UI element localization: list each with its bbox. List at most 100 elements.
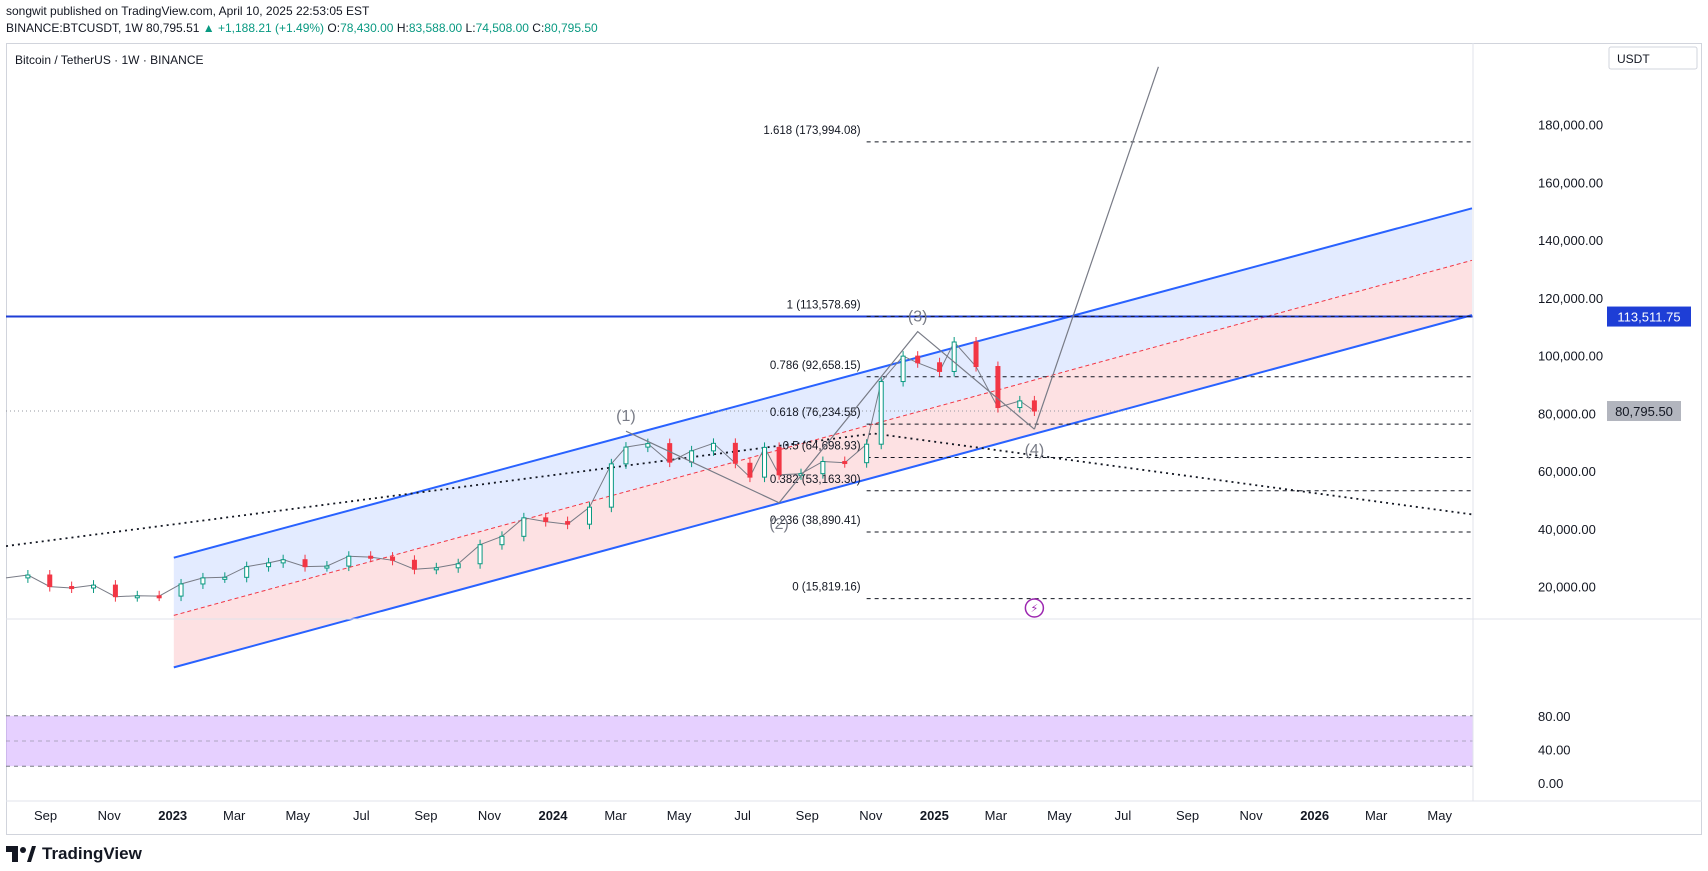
price-tick-label: 60,000.00 bbox=[1538, 464, 1596, 479]
price-tick-label: 120,000.00 bbox=[1538, 291, 1603, 306]
projection-line[interactable] bbox=[1033, 66, 1159, 430]
candle-body[interactable] bbox=[864, 443, 870, 464]
candle-body[interactable] bbox=[112, 584, 118, 598]
candle-body[interactable] bbox=[433, 567, 439, 571]
tradingview-logo[interactable]: TradingView bbox=[6, 844, 142, 864]
axes: 20,000.00 40,000.00 60,000.00 80,000.00 100,… bbox=[6, 43, 1702, 823]
candle-body[interactable] bbox=[915, 355, 921, 364]
time-tick-label: Mar bbox=[604, 808, 627, 823]
wave-label: (2) bbox=[769, 516, 789, 533]
time-tick-label: Nov bbox=[98, 808, 122, 823]
channel-lower-line[interactable] bbox=[173, 314, 1473, 669]
candle-body[interactable] bbox=[222, 576, 228, 580]
candle-body[interactable] bbox=[747, 462, 753, 478]
high-value: 83,588.00 bbox=[408, 21, 463, 35]
fib-level-label: 1 (113,578.69) bbox=[787, 299, 861, 311]
fib-level-label: 0.236 (38,890.41) bbox=[770, 515, 861, 527]
elliott-wave-line[interactable] bbox=[625, 330, 1035, 504]
candle-body[interactable] bbox=[69, 586, 75, 590]
chart-canvas[interactable]: 1.618 (173,994.08) 1 (113,578.69) 0.786 (9… bbox=[6, 43, 1702, 835]
candle-body[interactable] bbox=[776, 446, 782, 476]
time-tick-label: May bbox=[1427, 808, 1452, 823]
currency-label: USDT bbox=[1617, 52, 1650, 66]
candle-body[interactable] bbox=[200, 577, 206, 585]
channel-upper-line[interactable] bbox=[173, 207, 1473, 559]
time-tick-label: May bbox=[1047, 808, 1072, 823]
price-tick-label: 40,000.00 bbox=[1538, 522, 1596, 537]
time-tick-label: 2023 bbox=[158, 808, 187, 823]
last-price-badge: 80,795.50 bbox=[1607, 401, 1681, 422]
candle-body[interactable] bbox=[1017, 400, 1023, 409]
event-flash-icon[interactable] bbox=[1024, 598, 1045, 618]
fib-level-label: 1.618 (173,994.08) bbox=[763, 125, 860, 137]
candle-body[interactable] bbox=[266, 562, 272, 568]
candle-body[interactable] bbox=[178, 583, 184, 597]
change: ▲ +1,188.21 (+1.49%) bbox=[202, 21, 325, 35]
candle-body[interactable] bbox=[302, 559, 308, 568]
candle-body[interactable] bbox=[368, 555, 374, 559]
candle-body[interactable] bbox=[346, 555, 352, 567]
candle-body[interactable] bbox=[1031, 400, 1037, 412]
price-tick-label: 100,000.00 bbox=[1538, 349, 1603, 364]
time-tick-label: Jul bbox=[353, 808, 370, 823]
brand-name: TradingView bbox=[42, 844, 142, 863]
flash-glyph: ⚡ bbox=[1031, 602, 1039, 615]
channel-mid-line[interactable] bbox=[173, 259, 1473, 616]
symbol[interactable]: BINANCE:BTCUSDT, 1W bbox=[6, 21, 143, 35]
channel-upper-fill bbox=[173, 208, 1472, 616]
candle-body[interactable] bbox=[995, 366, 1001, 409]
fib-level-label: 0.618 (76,234.55) bbox=[770, 407, 861, 419]
candle-body[interactable] bbox=[937, 362, 943, 372]
stoch-tick-label: 0.00 bbox=[1538, 776, 1563, 791]
price-pane[interactable]: 1.618 (173,994.08) 1 (113,578.69) 0.786 (9… bbox=[6, 66, 1473, 669]
candle-body[interactable] bbox=[91, 584, 97, 589]
candle-body[interactable] bbox=[47, 574, 53, 588]
candle-body[interactable] bbox=[244, 566, 250, 578]
time-tick-label: 2024 bbox=[539, 808, 569, 823]
chart-title: Bitcoin / TetherUS · 1W · BINANCE bbox=[15, 53, 204, 67]
time-tick-label: Nov bbox=[859, 808, 883, 823]
candle-body[interactable] bbox=[645, 443, 651, 448]
candle-body[interactable] bbox=[762, 446, 768, 478]
time-tick-label: Sep bbox=[796, 808, 819, 823]
candle-body[interactable] bbox=[710, 442, 716, 452]
candle-body[interactable] bbox=[565, 521, 571, 525]
stochastic-band bbox=[6, 715, 1473, 767]
candle-body[interactable] bbox=[25, 574, 31, 579]
time-tick-label: Sep bbox=[34, 808, 57, 823]
candle-body[interactable] bbox=[608, 463, 614, 508]
time-tick-label: May bbox=[667, 808, 692, 823]
candle-body[interactable] bbox=[134, 595, 140, 599]
time-tick-label: Jul bbox=[734, 808, 751, 823]
candle-body[interactable] bbox=[586, 506, 592, 525]
candle-body[interactable] bbox=[543, 517, 549, 523]
candle-body[interactable] bbox=[689, 450, 695, 463]
candle-body[interactable] bbox=[324, 565, 330, 569]
candle-body[interactable] bbox=[623, 446, 629, 465]
candle-body[interactable] bbox=[156, 595, 162, 599]
candle-body[interactable] bbox=[820, 461, 826, 475]
candle-body[interactable] bbox=[280, 559, 286, 564]
time-tick-label: Mar bbox=[223, 808, 246, 823]
candle-body[interactable] bbox=[411, 559, 417, 570]
candle-body[interactable] bbox=[842, 461, 848, 465]
candle-body[interactable] bbox=[390, 556, 396, 561]
stoch-tick-label: 80.00 bbox=[1538, 709, 1571, 724]
candle-body[interactable] bbox=[499, 535, 505, 546]
currency-button[interactable]: USDT bbox=[1608, 46, 1698, 70]
open-value: 78,430.00 bbox=[340, 21, 394, 35]
level-price-badge: 113,511.75 bbox=[1607, 306, 1691, 327]
candle-body[interactable] bbox=[878, 381, 884, 445]
candle-body[interactable] bbox=[477, 544, 483, 565]
publisher-line: songwit published on TradingView.com, Ap… bbox=[6, 4, 370, 18]
candle-body[interactable] bbox=[900, 355, 906, 383]
level-price-badge-text: 113,511.75 bbox=[1617, 310, 1680, 325]
candle-body[interactable] bbox=[973, 341, 979, 368]
time-tick-label: 2026 bbox=[1300, 808, 1329, 823]
low-label: L: bbox=[465, 21, 476, 35]
stochastic-pane[interactable] bbox=[6, 715, 1473, 767]
candle-body[interactable] bbox=[455, 563, 461, 569]
candle-body[interactable] bbox=[732, 442, 738, 464]
candle-body[interactable] bbox=[951, 341, 957, 372]
candle-body[interactable] bbox=[521, 517, 527, 537]
